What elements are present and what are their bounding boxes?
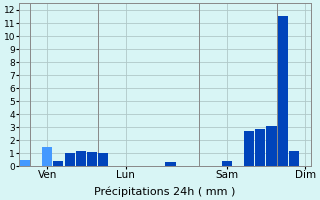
Bar bbox=[267, 126, 276, 166]
Bar bbox=[65, 153, 75, 166]
Bar bbox=[221, 161, 232, 166]
Bar bbox=[255, 129, 265, 166]
Bar bbox=[98, 153, 108, 166]
Bar bbox=[244, 131, 254, 166]
Bar bbox=[289, 151, 299, 166]
Bar bbox=[76, 151, 86, 166]
Bar bbox=[20, 160, 30, 166]
X-axis label: Précipitations 24h ( mm ): Précipitations 24h ( mm ) bbox=[94, 186, 236, 197]
Bar bbox=[278, 16, 288, 166]
Bar bbox=[53, 161, 63, 166]
Bar bbox=[87, 152, 97, 166]
Bar bbox=[42, 147, 52, 166]
Bar bbox=[165, 162, 176, 166]
